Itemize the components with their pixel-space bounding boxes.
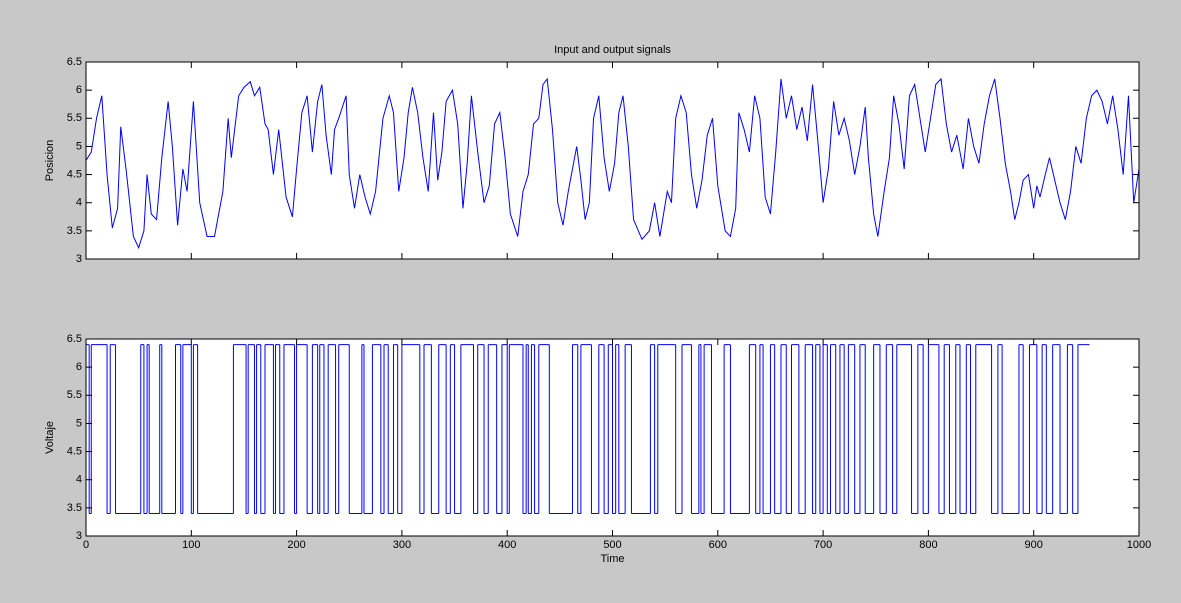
x-tick-label: 400 xyxy=(498,539,516,551)
axes-background xyxy=(86,62,1139,259)
x-tick-label: 800 xyxy=(919,539,937,551)
y-tick-label: 4.5 xyxy=(67,168,82,180)
x-tick-label: 1000 xyxy=(1127,539,1151,551)
y-tick-label: 5 xyxy=(76,417,82,429)
y-tick-label: 3 xyxy=(76,253,82,265)
x-tick-label: 300 xyxy=(393,539,411,551)
y-tick-label: 4 xyxy=(76,197,82,209)
y-tick-label: 5.5 xyxy=(67,389,82,401)
x-tick-label: 900 xyxy=(1025,539,1043,551)
y-tick-label: 3.5 xyxy=(67,502,82,514)
y-axis-label: Voltaje xyxy=(44,421,56,454)
x-axis-label: Time xyxy=(600,553,624,565)
x-tick-label: 500 xyxy=(603,539,621,551)
y-tick-label: 3 xyxy=(76,530,82,542)
y-tick-label: 5.5 xyxy=(67,112,82,124)
y-tick-label: 4.5 xyxy=(67,445,82,457)
y-tick-label: 6.5 xyxy=(67,56,82,68)
y-tick-label: 6.5 xyxy=(67,333,82,345)
x-tick-label: 0 xyxy=(83,539,89,551)
y-tick-label: 6 xyxy=(76,361,82,373)
y-axis-label: Posicion xyxy=(44,140,56,182)
y-tick-label: 3.5 xyxy=(67,225,82,237)
y-tick-label: 4 xyxy=(76,474,82,486)
x-tick-label: 100 xyxy=(182,539,200,551)
y-tick-label: 6 xyxy=(76,84,82,96)
x-tick-label: 600 xyxy=(709,539,727,551)
x-tick-label: 700 xyxy=(814,539,832,551)
signal-line xyxy=(85,77,1140,250)
x-tick-label: 200 xyxy=(287,539,305,551)
y-tick-label: 5 xyxy=(76,140,82,152)
chart-title: Input and output signals xyxy=(554,44,671,56)
